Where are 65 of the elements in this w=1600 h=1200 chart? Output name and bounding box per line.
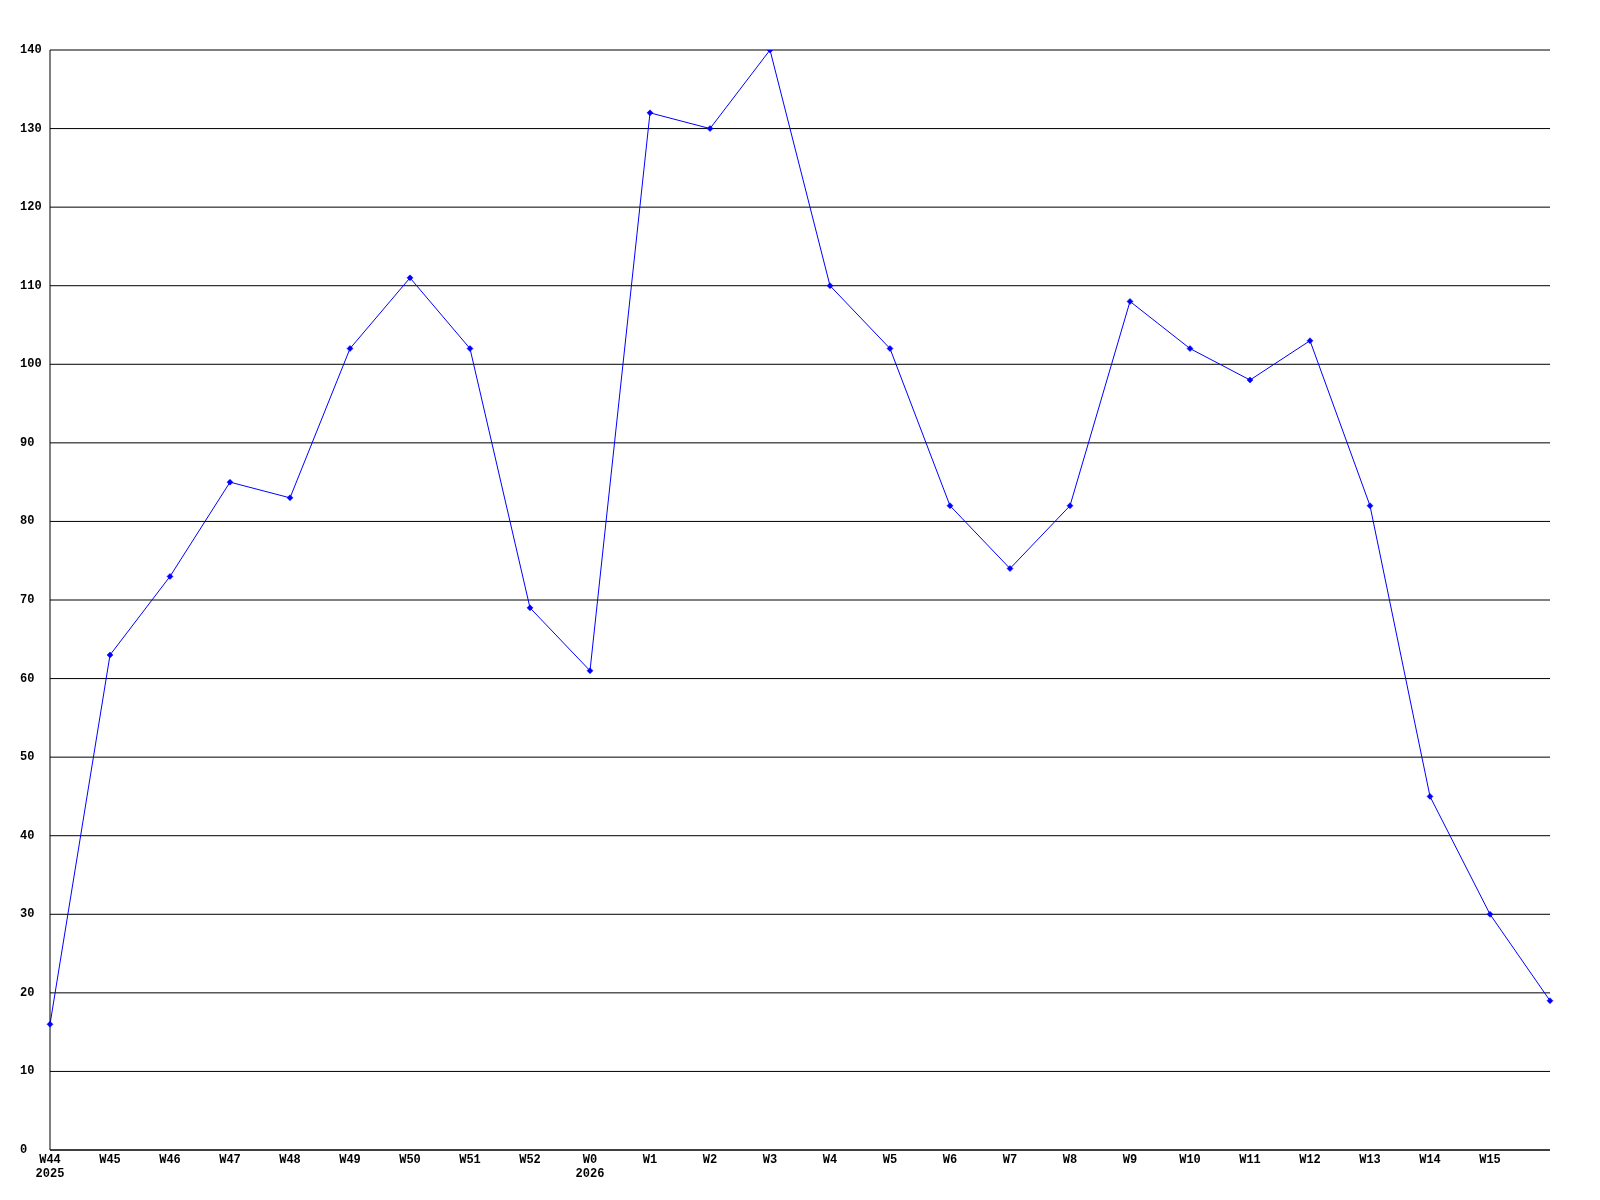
y-tick-label: 40 (20, 828, 35, 843)
x-tick-label: W52 (519, 1153, 541, 1167)
x-tick-label: W14 (1419, 1153, 1441, 1167)
point (646, 109, 654, 117)
x-tick-label: W5 (882, 1153, 898, 1167)
y-tick-label: 130 (20, 121, 42, 136)
point (1426, 793, 1434, 800)
x-tick-label: W3 (762, 1153, 778, 1167)
x-tick-label: W0 2026 (575, 1153, 605, 1181)
y-tick-label: 20 (20, 985, 35, 1000)
point (466, 345, 474, 352)
point (1306, 337, 1314, 344)
x-tick-label: W8 (1062, 1153, 1078, 1167)
y-tick-label: 10 (20, 1064, 35, 1079)
x-tick-label: W2 (702, 1153, 718, 1167)
y-tick-label: 0 (20, 1143, 28, 1157)
point (226, 478, 234, 486)
x-tick-label: W45 (99, 1153, 121, 1167)
x-tick-label: W51 (459, 1153, 481, 1167)
x-tick-label: W1 (642, 1153, 658, 1167)
point (1246, 376, 1254, 384)
point (46, 1021, 54, 1028)
x-tick-label: W50 (399, 1153, 421, 1167)
y-tick-label: 140 (20, 43, 42, 57)
y-tick-label: 70 (20, 593, 35, 607)
point (1126, 298, 1134, 305)
point (1066, 502, 1074, 509)
y-tick-label: 60 (20, 671, 35, 686)
x-tick-label: W44 2025 (35, 1153, 65, 1181)
y-tick-label: 110 (20, 278, 42, 293)
y-tick-label: 80 (20, 514, 35, 529)
point (826, 282, 834, 289)
x-tick-label: W10 (1179, 1153, 1201, 1167)
y-tick-label: 50 (20, 750, 35, 765)
x-tick-label: W46 (159, 1153, 181, 1167)
y-tick-label: 90 (20, 435, 35, 450)
x-tick-label: W48 (279, 1153, 301, 1167)
point (706, 125, 714, 132)
point (166, 573, 174, 580)
x-tick-label: W6 (942, 1153, 958, 1167)
y-tick-label: 100 (20, 357, 42, 372)
point (286, 494, 294, 502)
x-tick-label: W4 (822, 1153, 838, 1167)
point (106, 651, 114, 659)
x-tick-label: W12 (1299, 1153, 1321, 1167)
point (946, 502, 954, 509)
point (526, 604, 534, 612)
point (406, 274, 414, 282)
x-tick-label: W49 (339, 1153, 361, 1167)
point (886, 345, 894, 352)
point (1186, 345, 1194, 352)
point (586, 667, 594, 674)
y-tick-label: 120 (20, 200, 42, 215)
y-tick-label: 30 (20, 907, 35, 922)
point (346, 345, 354, 352)
point (1006, 565, 1014, 572)
point (1486, 911, 1494, 918)
x-tick-label: W7 (1002, 1153, 1018, 1167)
x-tick-label: W47 (219, 1153, 241, 1167)
x-tick-label: W11 (1239, 1153, 1261, 1167)
point (1546, 997, 1554, 1004)
point (1366, 502, 1374, 509)
x-tick-label: W15 (1479, 1153, 1501, 1167)
x-tick-label: W13 (1359, 1153, 1381, 1167)
x-tick-label: W9 (1122, 1153, 1138, 1167)
